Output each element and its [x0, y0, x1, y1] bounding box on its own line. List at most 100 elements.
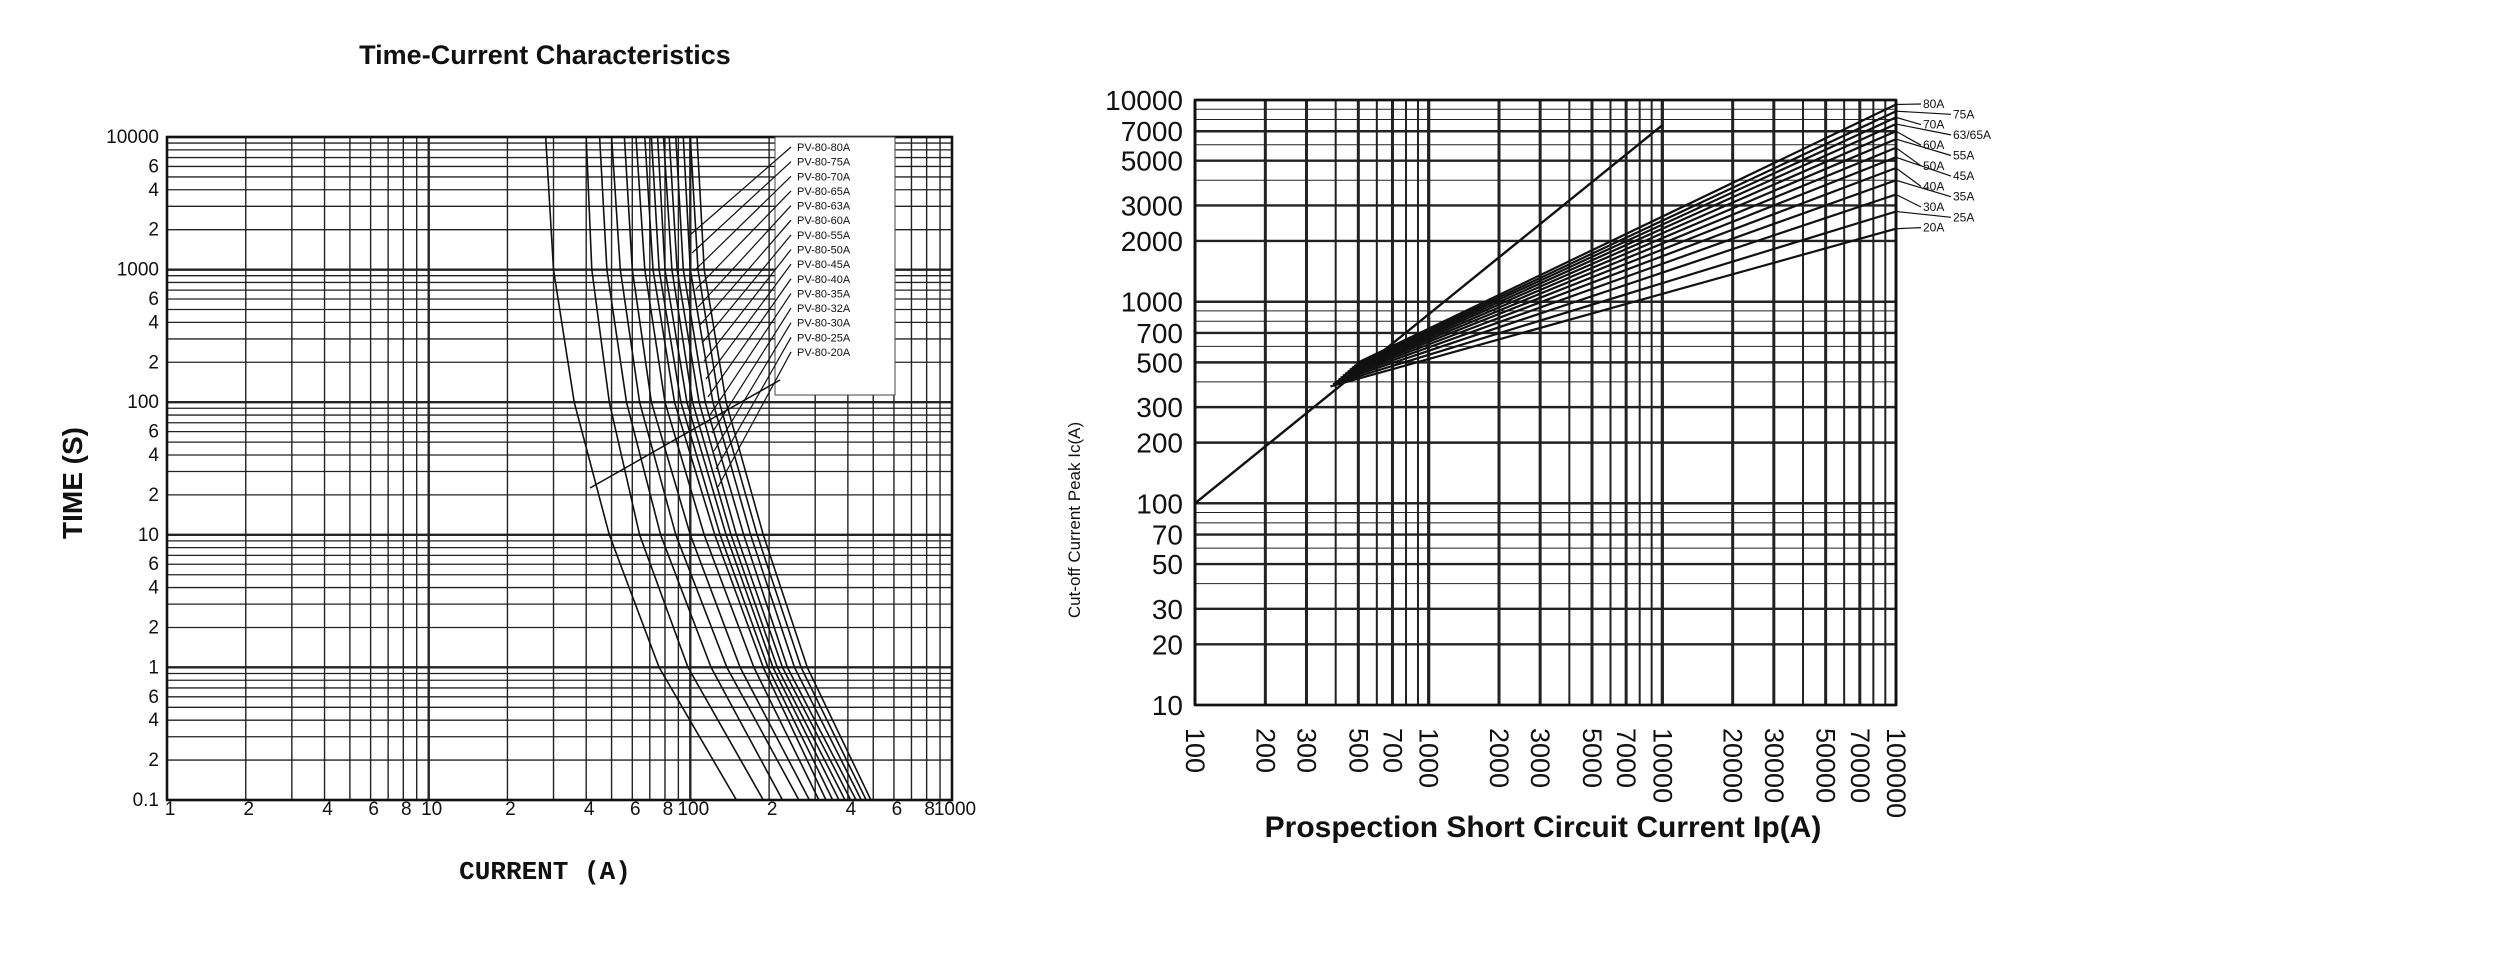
right-y-tick-label: 3000 [1121, 190, 1183, 221]
left-x-tick-label: 1 [165, 799, 176, 820]
legend-label-pv-80-63a: PV-80-63A [797, 201, 851, 213]
right-x-tick-label: 50000 [1811, 728, 1841, 803]
right-x-tick-label: 3000 [1525, 728, 1555, 788]
left-y-tick-label: 100 [127, 392, 159, 413]
left-y-tick-label: 4 [148, 710, 159, 731]
right-x-tick-label: 20000 [1718, 728, 1748, 803]
left-y-tick-label: 4 [148, 445, 159, 466]
legend-leader-line [695, 190, 792, 290]
right-chart-grid [1193, 98, 1898, 707]
right-legend-label-45a: 45A [1953, 169, 1974, 183]
left-x-tick-label: 8 [924, 799, 935, 820]
right-x-tick-label: 100000 [1881, 728, 1911, 818]
right-legend-leader [1895, 179, 1952, 198]
right-y-tick-label: 700 [1136, 318, 1183, 349]
right-y-tick-label: 200 [1136, 428, 1183, 459]
legend-leader-line [713, 322, 792, 452]
cutoff-line-55a [1347, 138, 1897, 373]
right-y-tick-label: 20 [1152, 629, 1183, 660]
right-x-tick-label: 5000 [1577, 728, 1607, 788]
right-legend-leader [1895, 116, 1922, 126]
right-legend-leader [1895, 123, 1952, 136]
cutoff-line-20a [1330, 227, 1897, 388]
right-legend-label-30a: 30A [1923, 200, 1944, 214]
curve-pv-80-55a [656, 136, 840, 801]
legend-label-pv-80-25a: PV-80-25A [797, 332, 851, 344]
left-x-tick-label: 4 [846, 799, 857, 820]
right-y-tick-label: 5000 [1121, 146, 1183, 177]
legend-leader-line [717, 351, 792, 488]
legend-leader-line [703, 249, 792, 362]
right-y-tick-label: 50 [1152, 549, 1183, 580]
legend-leader-line [701, 234, 792, 344]
left-chart-frame [165, 135, 954, 802]
right-y-tick-label: 10 [1152, 690, 1183, 721]
curve-pv-80-63a [668, 136, 852, 801]
right-chart-legend: 80A75A70A63/65A60A55A50A45A40A35A30A25A2… [1895, 97, 1991, 235]
right-chart-ylabel: Cut-off Current Peak Ic(A) [1065, 422, 1084, 618]
cutoff-line-70a [1353, 116, 1897, 367]
legend-label-pv-80-40a: PV-80-40A [797, 274, 851, 286]
curve-pv-80-60a [662, 136, 846, 801]
right-legend-leader [1895, 193, 1922, 208]
left-y-tick-label: 0.1 [133, 790, 159, 811]
right-legend-label-25a: 25A [1953, 210, 1974, 224]
curve-pv-80-32a [610, 136, 800, 801]
curve-pv-80-20a [544, 136, 738, 801]
time-current-chart: Time-Current Characteristics TIME (S) CU… [57, 40, 976, 887]
right-y-tick-label: 2000 [1121, 226, 1183, 257]
right-y-tick-label: 500 [1136, 347, 1183, 378]
left-y-tick-label: 4 [148, 312, 159, 333]
right-x-tick-label: 10000 [1647, 728, 1677, 803]
legend-leader-line [715, 337, 792, 470]
right-legend-leader [1895, 130, 1922, 146]
cutoff-line-75a [1355, 110, 1897, 366]
right-legend-leader [1895, 210, 1952, 218]
right-x-tick-label: 100 [1180, 728, 1210, 773]
left-x-tick-label: 1000 [934, 799, 976, 820]
left-x-tick-label: 6 [368, 799, 379, 820]
left-x-tick-label: 2 [243, 799, 254, 820]
curve-pv-80-40a [635, 136, 820, 801]
right-x-tick-label: 7000 [1611, 728, 1641, 788]
cutoff-line-50a [1344, 146, 1897, 375]
right-y-tick-label: 1000 [1121, 287, 1183, 318]
cutoff-current-chart: Cut-off Current Peak Ic(A) Prospection S… [1065, 85, 1991, 844]
legend-label-pv-80-30a: PV-80-30A [797, 318, 851, 330]
left-y-tick-label: 10 [138, 525, 159, 546]
left-chart-title: Time-Current Characteristics [359, 40, 731, 70]
left-x-tick-label: 100 [677, 799, 709, 820]
right-legend-leader [1895, 167, 1922, 187]
left-chart-ylabel: TIME (S) [57, 427, 88, 539]
right-x-tick-label: 200 [1250, 728, 1280, 773]
right-legend-label-70a: 70A [1923, 118, 1944, 132]
legend-label-pv-80-55a: PV-80-55A [797, 230, 851, 242]
legend-label-pv-80-80a: PV-80-80A [797, 142, 851, 154]
right-x-tick-label: 1000 [1414, 728, 1444, 788]
legend-label-pv-80-70a: PV-80-70A [797, 171, 851, 183]
left-x-tick-label: 4 [322, 799, 333, 820]
right-legend-label-63-65a: 63/65A [1953, 128, 1991, 142]
legend-leader-line [707, 278, 792, 398]
right-y-tick-label: 300 [1136, 392, 1183, 423]
curve-pv-80-35a [623, 136, 811, 801]
legend-label-pv-80-50a: PV-80-50A [797, 244, 851, 256]
right-legend-leader [1895, 147, 1922, 167]
legend-leader-line [691, 161, 792, 254]
legend-leader-line [699, 219, 792, 326]
right-chart-xlabel: Prospection Short Circuit Current Ip(A) [1265, 811, 1822, 844]
left-y-tick-label: 6 [148, 289, 159, 310]
legend-leader-line [709, 293, 792, 416]
left-y-tick-label: 2 [148, 220, 159, 241]
left-x-tick-label: 10 [421, 799, 442, 820]
right-y-tick-label: 30 [1152, 594, 1183, 625]
cutoff-line-25a [1332, 210, 1897, 386]
legend-label-pv-80-75a: PV-80-75A [797, 157, 851, 169]
right-legend-leader [1895, 138, 1952, 157]
left-chart-grid [165, 135, 954, 802]
cutoff-line-30a [1335, 193, 1897, 383]
